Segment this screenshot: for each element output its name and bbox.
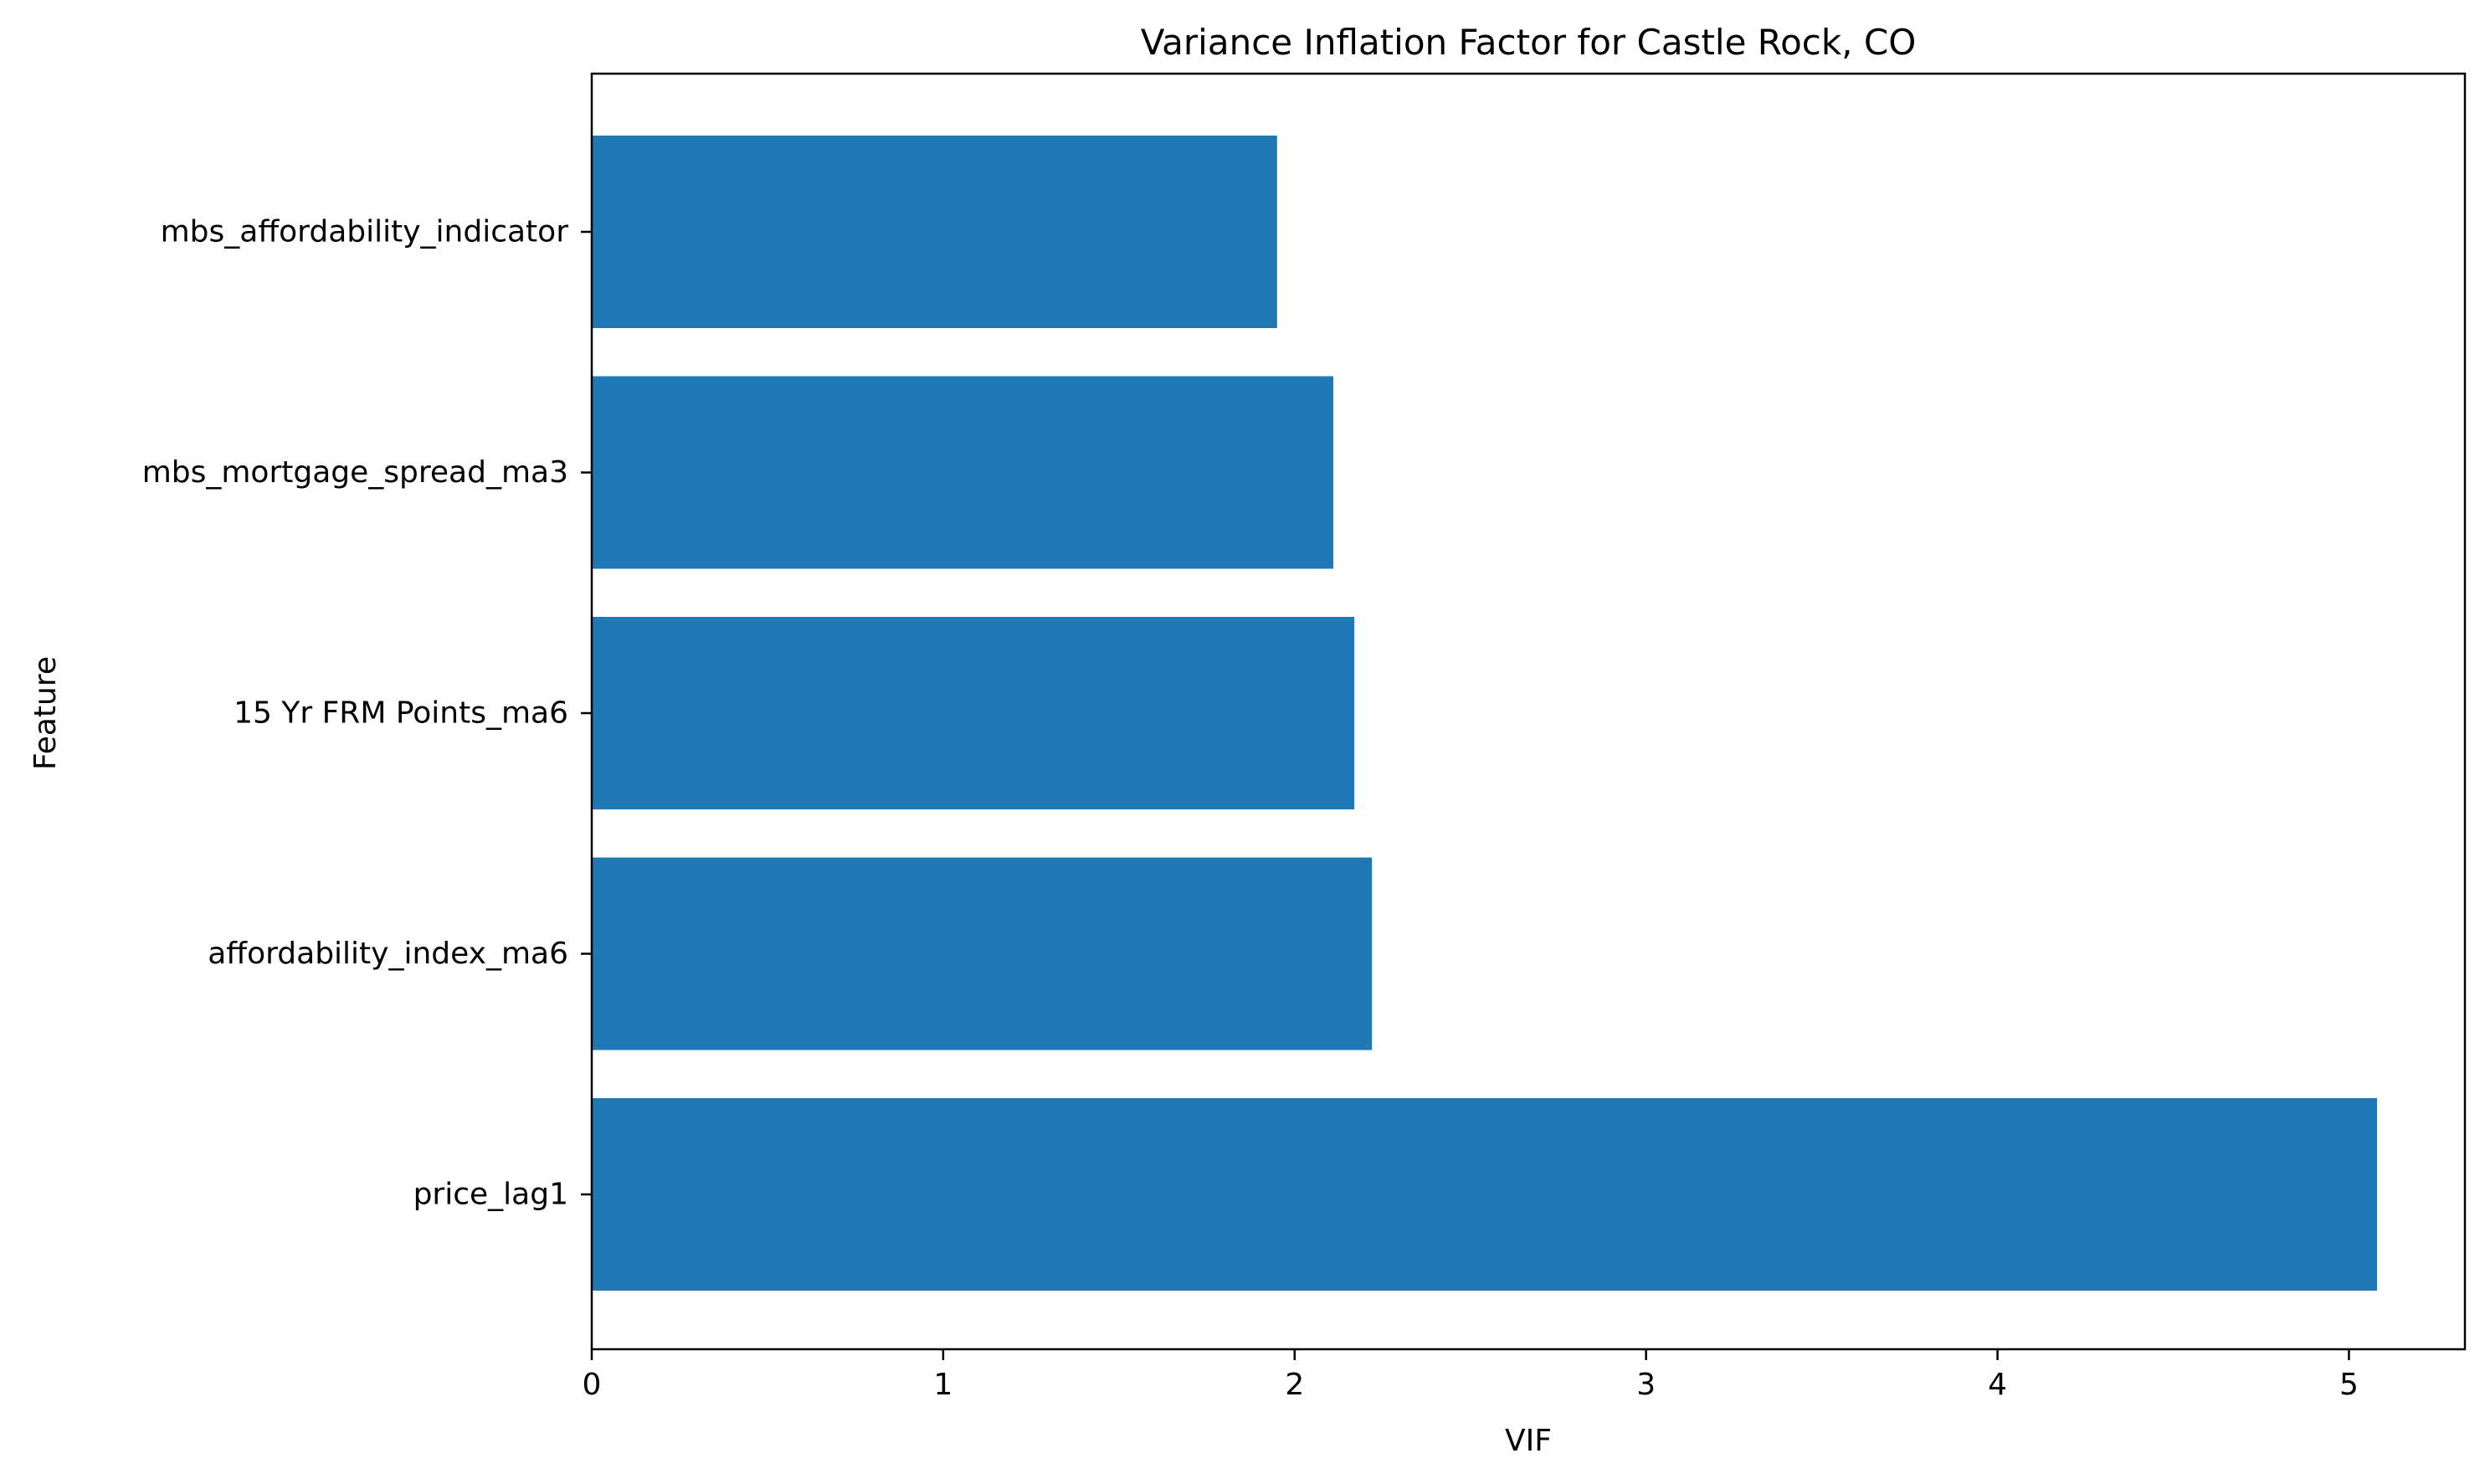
x-axis-label: VIF — [1505, 1424, 1552, 1458]
y-axis-ticks: mbs_affordability_indicator mbs_mortgage_… — [142, 215, 592, 1212]
x-axis-ticks: 0 1 2 3 4 5 — [583, 1349, 2359, 1402]
bar-2 — [592, 617, 1355, 809]
bars-group — [592, 136, 2378, 1291]
x-tick-label: 3 — [1636, 1368, 1656, 1402]
bar-0 — [592, 136, 1277, 328]
y-tick-label: 15 Yr FRM Points_ma6 — [234, 696, 568, 731]
y-tick-label: price_lag1 — [413, 1178, 568, 1212]
chart-title: Variance Inflation Factor for Castle Roc… — [1141, 22, 1917, 63]
x-tick-label: 2 — [1285, 1368, 1304, 1402]
axes-frame — [590, 72, 2467, 1351]
bar-3 — [592, 857, 1373, 1050]
x-tick-label: 1 — [933, 1368, 952, 1402]
y-axis-label: Feature — [28, 656, 63, 770]
bar-4 — [592, 1098, 2378, 1291]
y-tick-label: mbs_affordability_indicator — [161, 215, 569, 249]
bar-1 — [592, 376, 1333, 569]
y-tick-label: affordability_index_ma6 — [208, 937, 568, 971]
y-tick-label: mbs_mortgage_spread_ma3 — [142, 455, 568, 490]
x-tick-label: 0 — [583, 1368, 602, 1402]
x-tick-label: 4 — [1988, 1368, 2007, 1402]
x-tick-label: 5 — [2339, 1368, 2359, 1402]
